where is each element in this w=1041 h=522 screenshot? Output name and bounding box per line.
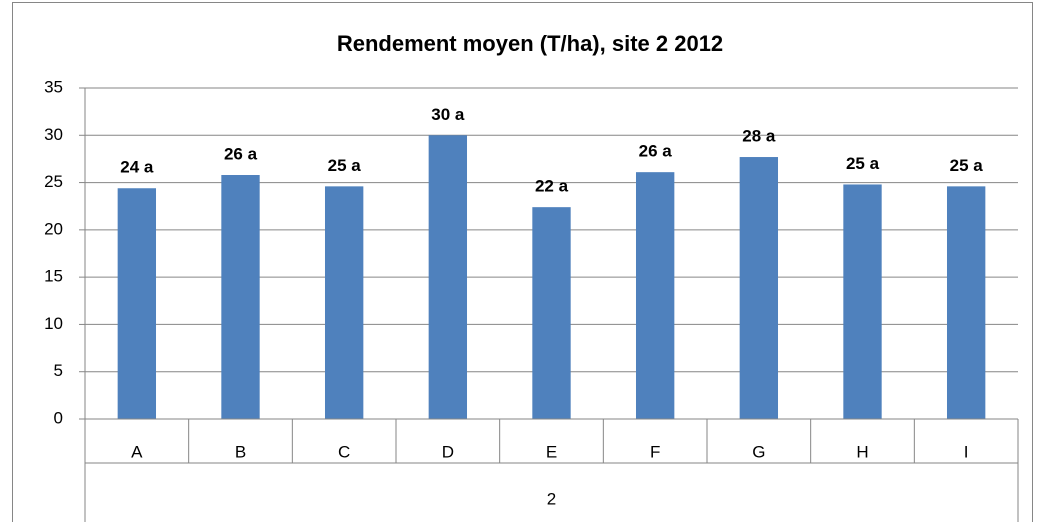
y-tick-label: 0 (54, 408, 63, 427)
value-label: 25 a (950, 156, 984, 175)
y-tick-label: 30 (44, 125, 63, 144)
x-tick-label: I (964, 442, 969, 461)
bar (221, 175, 260, 419)
x-tick-label: G (752, 442, 765, 461)
y-tick-label: 20 (44, 219, 63, 238)
value-label: 22 a (535, 177, 569, 196)
x-tick-label: D (442, 442, 454, 461)
bar (428, 135, 468, 420)
x-tick-label: B (235, 442, 246, 461)
value-label: 26 a (639, 142, 673, 161)
x-tick-label: F (650, 442, 660, 461)
value-label: 28 a (742, 127, 776, 146)
bar (635, 172, 675, 419)
bar (324, 186, 364, 419)
x-tick-label: C (338, 442, 350, 461)
y-tick-label: 5 (54, 361, 63, 380)
x-tick-label: H (856, 442, 868, 461)
x-tick-label: E (546, 442, 557, 461)
bar (532, 207, 571, 419)
group-label: 2 (547, 489, 556, 508)
y-tick-label: 15 (44, 267, 63, 286)
y-tick-label: 25 (44, 172, 63, 191)
bar (843, 184, 882, 419)
bar (117, 188, 157, 419)
value-label: 30 a (431, 105, 465, 124)
value-label: 25 a (846, 154, 880, 173)
y-tick-label: 10 (44, 314, 63, 333)
bar (739, 157, 779, 419)
y-tick-label: 35 (44, 77, 63, 96)
value-label: 24 a (120, 158, 154, 177)
chart-title: Rendement moyen (T/ha), site 2 2012 (337, 31, 723, 56)
x-tick-label: A (131, 442, 143, 461)
bar (946, 186, 986, 419)
value-label: 25 a (328, 156, 362, 175)
value-label: 26 a (224, 144, 258, 163)
